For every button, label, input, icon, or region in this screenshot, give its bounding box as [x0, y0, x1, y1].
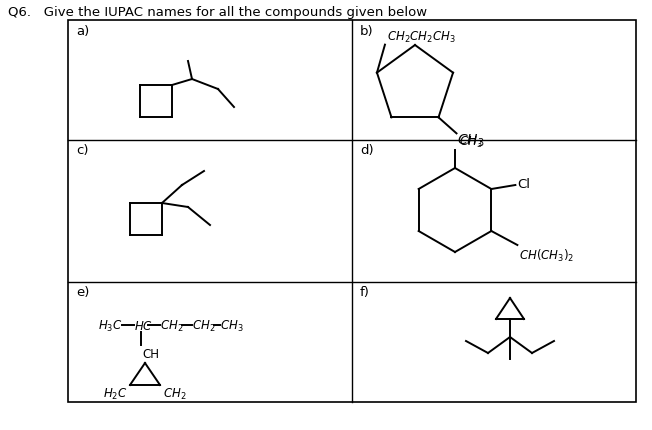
Text: c): c) [76, 144, 89, 157]
Text: $H_3C$: $H_3C$ [98, 318, 123, 333]
Text: $CH_2$: $CH_2$ [192, 318, 215, 333]
Text: $H_2C$: $H_2C$ [104, 386, 128, 401]
Text: $CH_3$: $CH_3$ [458, 135, 482, 150]
Text: $CH_3$: $CH_3$ [220, 318, 244, 333]
Text: $CH_2CH_2CH_3$: $CH_2CH_2CH_3$ [387, 30, 456, 45]
Text: a): a) [76, 25, 89, 38]
Text: $CH_2$: $CH_2$ [160, 318, 183, 333]
Text: $HC$: $HC$ [134, 319, 153, 332]
Text: e): e) [76, 286, 89, 298]
Text: $CH(CH_3)_2$: $CH(CH_3)_2$ [520, 247, 575, 264]
Bar [68, 21, 636, 402]
Text: $CH_3$: $CH_3$ [457, 132, 484, 149]
Text: b): b) [360, 25, 374, 38]
Text: CH: CH [142, 347, 159, 360]
Text: d): d) [360, 144, 374, 157]
Text: Cl: Cl [518, 178, 530, 191]
Text: $CH_2$: $CH_2$ [163, 386, 186, 401]
Text: f): f) [360, 286, 370, 298]
Text: Q6.   Give the IUPAC names for all the compounds given below: Q6. Give the IUPAC names for all the com… [8, 6, 427, 19]
